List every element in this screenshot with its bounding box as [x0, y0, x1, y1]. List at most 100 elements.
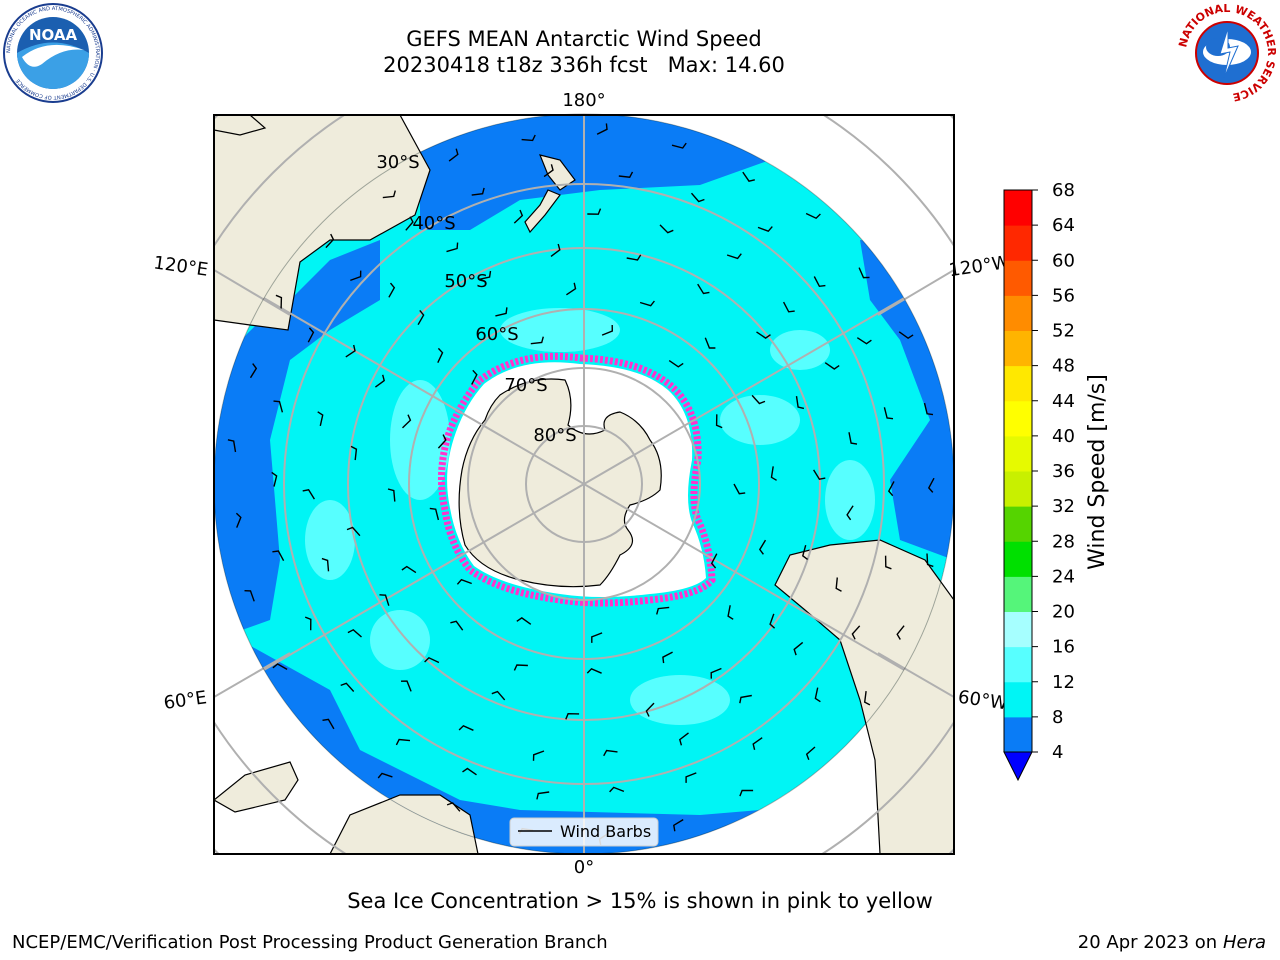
wind-barb [587, 208, 602, 215]
wind-barb [668, 360, 684, 368]
wind-barb [317, 411, 324, 427]
land-madagascar [214, 761, 299, 813]
colorbar-label: Wind Speed [m/s] [1085, 374, 1110, 570]
wind-barb [639, 300, 655, 307]
map-legend: Wind Barbs [509, 817, 659, 847]
colorbar-segment [1004, 225, 1032, 261]
wind-barb [727, 605, 734, 620]
sea-ice-edge [437, 352, 716, 607]
wind-barb [923, 402, 934, 416]
wind-barb [758, 539, 767, 555]
lon-label-120e: 120°E [152, 252, 209, 280]
wind-barb [400, 680, 412, 692]
footer-machine: Hera [1222, 932, 1266, 953]
wind-barb [715, 414, 723, 429]
wind-barb [350, 270, 362, 282]
wind-barb [752, 737, 763, 750]
footer-date-text: 20 Apr 2023 on [1077, 932, 1223, 953]
colorbar-segment [1004, 716, 1032, 753]
wind-barb [856, 337, 872, 345]
wind-barb [471, 369, 478, 385]
wind-barb [275, 294, 283, 309]
wind-barb [374, 374, 385, 388]
graticule [214, 114, 954, 854]
colorbar-segment [1004, 435, 1032, 472]
wind-barb [437, 434, 447, 449]
wind-barb [805, 746, 816, 761]
wind-barb [739, 694, 752, 704]
wind-barb [739, 789, 754, 797]
wind-barb [387, 488, 396, 502]
wind-barb [513, 664, 528, 671]
wind-barb [898, 331, 914, 340]
graticule-outer [214, 115, 954, 854]
colorbar-segment [1004, 190, 1032, 226]
colorbar-segment [1004, 506, 1032, 542]
wind-barb [782, 301, 795, 313]
wind-barb [424, 656, 440, 664]
wind-barb [478, 270, 492, 281]
wind-barb [272, 663, 288, 671]
colorbar-tick-label: 8 [1052, 707, 1063, 728]
wind-barb [863, 691, 871, 706]
wind-barb [417, 309, 425, 326]
wind-barb [896, 625, 905, 640]
wind-barb [345, 344, 356, 358]
colorbar-extension [1003, 751, 1033, 782]
wind-barb [887, 481, 895, 497]
wind-barb [586, 667, 602, 674]
wind-barb [596, 123, 608, 135]
chart-title: GEFS MEAN Antarctic Wind Speed [406, 27, 762, 51]
colorbar-tick-label: 4 [1052, 742, 1063, 763]
colorbar-tick-label: 16 [1052, 637, 1075, 658]
lon-label-0: 0° [574, 857, 594, 878]
wind-barb [814, 687, 821, 703]
wind-barb [321, 557, 330, 572]
wind-barb [446, 802, 461, 812]
wind-barb [733, 483, 746, 495]
lon-label-120w: 120°W [947, 252, 1011, 281]
land-sliver [214, 115, 267, 136]
colorbar-tick-label: 48 [1052, 356, 1075, 377]
colorbar-segment [1004, 576, 1032, 612]
colorbar-tick-label: 60 [1052, 250, 1075, 271]
wind-barb [626, 254, 642, 261]
colorbar-segment [1004, 295, 1032, 331]
wind-barb [769, 613, 776, 629]
colorbar-segment [1004, 400, 1032, 437]
colorbar-tick-label: 68 [1052, 180, 1075, 201]
noaa-logo-text: NOAA [29, 26, 78, 44]
map-frame [213, 114, 955, 855]
wind-barb [350, 445, 358, 461]
lon-label-60e: 60°E [162, 687, 208, 714]
footer-credit: NCEP/EMC/Verification Post Processing Pr… [12, 932, 608, 953]
colorbar-tick-label: 24 [1052, 566, 1075, 587]
wind-barb [249, 363, 258, 379]
colorbar-tick-label: 64 [1052, 215, 1075, 236]
wind-barb [659, 224, 674, 234]
wind-barb [685, 772, 697, 783]
wind-barb [601, 324, 614, 336]
sea-ice-note: Sea Ice Concentration > 15% is shown in … [347, 889, 933, 913]
wind-barb [756, 331, 771, 339]
wind-barb [382, 190, 396, 199]
footer-date: 20 Apr 2023 on Hera [1078, 932, 1266, 953]
wind-barb [813, 469, 826, 480]
wind-barb [793, 641, 804, 656]
wind-barb [770, 466, 777, 481]
wind-barbs-layer [227, 123, 935, 846]
colorbar-tick-label: 52 [1052, 321, 1075, 342]
wind-barb [273, 400, 284, 413]
wind-barb [726, 253, 742, 260]
wind-barb [813, 276, 826, 288]
wind-barb [618, 171, 634, 178]
lon-label-60w: 60°W [957, 687, 1009, 715]
title-block: GEFS MEAN Antarctic Wind Speed 20230418 … [284, 26, 884, 78]
wind-barb [656, 606, 670, 615]
colorbar-tick-label: 20 [1052, 602, 1075, 623]
colorbar-segment [1004, 365, 1032, 402]
colorbar: 68 64 60 56 52 48 44 40 36 32 28 24 20 16 12 8 4 [1003, 180, 1075, 782]
colorbar-segment [1004, 541, 1032, 577]
wind-barb [550, 243, 561, 257]
